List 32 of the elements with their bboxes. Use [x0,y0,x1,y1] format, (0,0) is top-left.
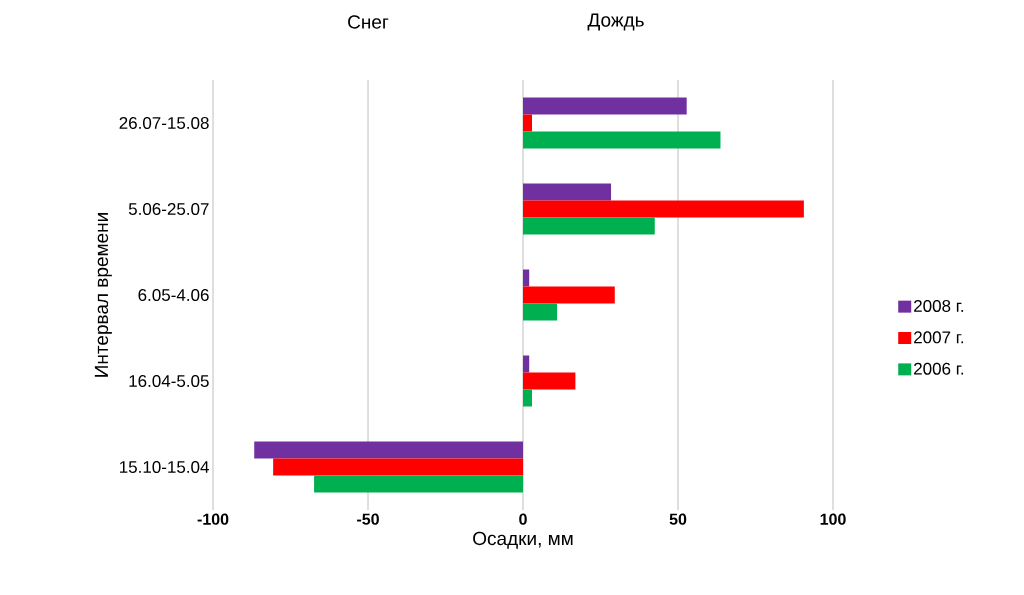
bar [523,217,655,235]
bar [523,269,530,287]
bar [523,303,558,321]
y-tick-label: 26.07-15.08 [119,116,209,130]
y-tick-label: 15.10-15.04 [120,460,209,474]
text: Дождь [587,13,644,31]
text: Снег [348,15,389,29]
legend-label: 2007 г. [914,331,964,344]
y-tick-label: 6.05-4.06 [138,288,209,302]
bar [254,441,524,459]
x-tick-label: 0 [519,513,527,525]
legend-label: 2008 г. [914,299,964,312]
bar [523,389,532,407]
bar [523,286,615,304]
x-tick-label: 100 [820,513,846,525]
legend-label: 2006 г. [914,362,964,375]
bar [273,458,524,476]
bar [523,183,612,201]
y-tick-label: 16.04-5.05 [129,374,209,388]
x-axis-title: Осадки, мм [473,531,573,549]
bar [523,372,576,390]
bar [523,355,530,373]
bar [523,200,804,218]
y-axis-title: Интервал времени [94,213,112,377]
y-tick-label: 5.06-25.07 [128,202,209,216]
x-tick-label: -50 [357,513,379,525]
bar [523,114,532,132]
bar [523,97,687,115]
bar [314,475,524,493]
x-tick-label: 50 [669,513,687,525]
x-tick-label: -100 [197,513,229,525]
bar [523,131,721,149]
